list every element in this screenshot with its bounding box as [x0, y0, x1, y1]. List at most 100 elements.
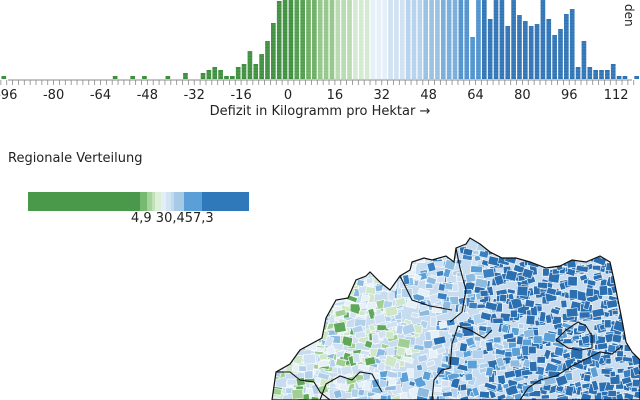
histogram-bar [253, 64, 259, 79]
legend-swatch [184, 192, 202, 211]
histogram-bar [312, 0, 317, 79]
choropleth-map [271, 237, 640, 400]
histogram-bar [382, 0, 388, 79]
histogram-bar [165, 76, 171, 79]
map-outline [271, 237, 640, 400]
histogram-bar [405, 0, 411, 79]
histogram-bar [112, 76, 118, 79]
histogram-bar [546, 19, 552, 79]
histogram-bar [241, 64, 247, 79]
district-border [399, 275, 453, 311]
x-axis-label: Defizit in Kilogramm pro Hektar → [209, 104, 431, 119]
histogram-bar [458, 0, 464, 79]
color-legend [28, 192, 263, 211]
histogram-bar [259, 54, 264, 79]
histogram-bar [317, 0, 323, 79]
histogram-bar [616, 76, 622, 79]
histogram-bar [517, 15, 522, 79]
histogram-bar [230, 76, 235, 79]
legend-swatch [166, 192, 171, 211]
histogram-bar [558, 29, 563, 79]
histogram-bar [564, 14, 569, 79]
histogram-bar [476, 0, 481, 79]
histogram-bar [440, 0, 446, 79]
histogram-bar [417, 0, 423, 79]
histogram-bar [499, 0, 505, 79]
legend-swatch [28, 192, 140, 211]
legend-swatch [161, 192, 166, 211]
histogram-bar [587, 67, 593, 79]
x-tick-label: 16 [326, 88, 344, 103]
histogram-bar [435, 0, 440, 79]
histogram-bar [353, 0, 358, 79]
histogram-bar [306, 0, 311, 79]
histogram-bar [358, 0, 364, 79]
histogram-bar [247, 51, 253, 79]
histogram-bar [212, 67, 218, 79]
histogram-bar [569, 9, 575, 79]
x-tick-label: -32 [183, 88, 205, 103]
histogram-bar [575, 67, 581, 79]
histogram-bar [610, 64, 616, 79]
histogram-bar [323, 0, 329, 79]
histogram-bar [364, 0, 370, 79]
x-tick-label: 80 [514, 88, 531, 103]
histogram-bar [552, 35, 557, 79]
district-border [555, 321, 593, 351]
district-border [319, 371, 383, 400]
histogram-bar [599, 70, 604, 79]
histogram-bar [341, 0, 346, 79]
histogram-bar [130, 76, 136, 79]
histogram-bar [218, 70, 223, 79]
histogram-bar [523, 21, 528, 79]
x-tick-label: -48 [136, 88, 158, 103]
histogram-bar [224, 76, 229, 79]
histogram-bar [470, 37, 475, 79]
histogram-bar [622, 76, 628, 79]
histogram-bar [452, 0, 458, 79]
histogram-bar [464, 0, 470, 79]
histogram-bar [593, 70, 598, 79]
x-tick-label: -96 [0, 88, 18, 103]
legend-swatch [202, 192, 249, 211]
histogram-bar [329, 0, 335, 79]
histogram-bar [388, 0, 393, 79]
histogram-bar [300, 0, 305, 79]
histogram-bar [493, 0, 499, 79]
histogram-bar [1, 76, 7, 79]
district-border [449, 247, 467, 323]
y-axis-label: den [622, 4, 636, 27]
histogram-bar [206, 70, 212, 79]
histogram-bar [335, 0, 341, 79]
legend-swatch [140, 192, 147, 211]
legend-swatch [174, 192, 184, 211]
x-tick-label: 64 [467, 88, 484, 103]
histogram-bar [370, 0, 376, 79]
histogram-bar [288, 0, 294, 79]
histogram-bar [142, 76, 147, 79]
histogram-bar [505, 26, 511, 79]
x-tick-label: 0 [283, 88, 293, 103]
histogram-bar [605, 70, 610, 79]
x-tick-label: -16 [230, 88, 252, 103]
histogram-bar [534, 24, 540, 79]
histogram-bar [235, 67, 241, 79]
histogram-bar [282, 0, 288, 79]
histogram-bar [481, 0, 487, 79]
legend-swatch [155, 192, 161, 211]
section-title-regional: Regionale Verteilung [8, 151, 143, 166]
histogram-bar [183, 73, 188, 79]
histogram-bar [265, 41, 270, 79]
histogram-bar [394, 0, 399, 79]
histogram-bar [446, 0, 452, 79]
histogram-bar [540, 0, 546, 79]
histogram-bar [411, 0, 417, 79]
x-tick-label: -64 [89, 88, 112, 103]
legend-swatch [171, 192, 174, 211]
histogram-bar [634, 76, 639, 79]
histogram-bar [294, 0, 300, 79]
histogram-bar [276, 1, 282, 79]
histogram-bar [581, 41, 587, 79]
histogram-bar [423, 0, 429, 79]
histogram [0, 0, 639, 85]
